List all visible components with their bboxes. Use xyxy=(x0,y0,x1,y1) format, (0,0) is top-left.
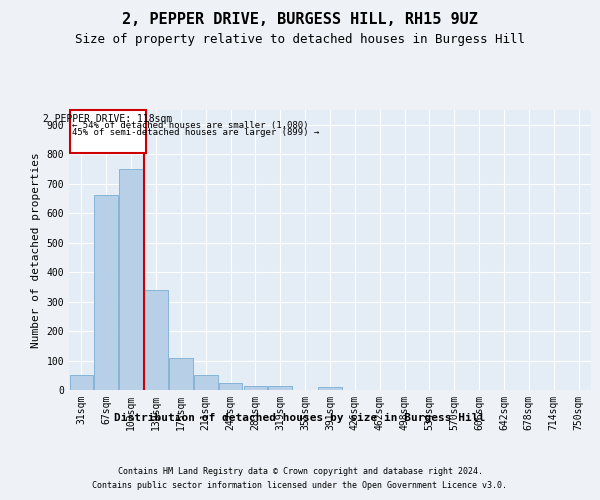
Text: Size of property relative to detached houses in Burgess Hill: Size of property relative to detached ho… xyxy=(75,32,525,46)
Bar xyxy=(219,382,242,390)
Bar xyxy=(169,358,193,390)
Text: 45% of semi-detached houses are larger (899) →: 45% of semi-detached houses are larger (… xyxy=(72,128,319,138)
Bar xyxy=(268,386,292,390)
Bar xyxy=(144,290,168,390)
Text: 2, PEPPER DRIVE, BURGESS HILL, RH15 9UZ: 2, PEPPER DRIVE, BURGESS HILL, RH15 9UZ xyxy=(122,12,478,28)
Text: 2 PEPPER DRIVE: 118sqm: 2 PEPPER DRIVE: 118sqm xyxy=(43,114,173,124)
FancyBboxPatch shape xyxy=(70,110,146,152)
Bar xyxy=(244,386,267,390)
Text: ← 54% of detached houses are smaller (1,080): ← 54% of detached houses are smaller (1,… xyxy=(72,121,309,130)
Bar xyxy=(70,376,93,390)
Text: Contains HM Land Registry data © Crown copyright and database right 2024.: Contains HM Land Registry data © Crown c… xyxy=(118,468,482,476)
Text: Distribution of detached houses by size in Burgess Hill: Distribution of detached houses by size … xyxy=(115,412,485,422)
Text: Contains public sector information licensed under the Open Government Licence v3: Contains public sector information licen… xyxy=(92,481,508,490)
Bar xyxy=(194,376,218,390)
Y-axis label: Number of detached properties: Number of detached properties xyxy=(31,152,41,348)
Bar xyxy=(318,388,342,390)
Bar xyxy=(94,196,118,390)
Bar xyxy=(119,169,143,390)
